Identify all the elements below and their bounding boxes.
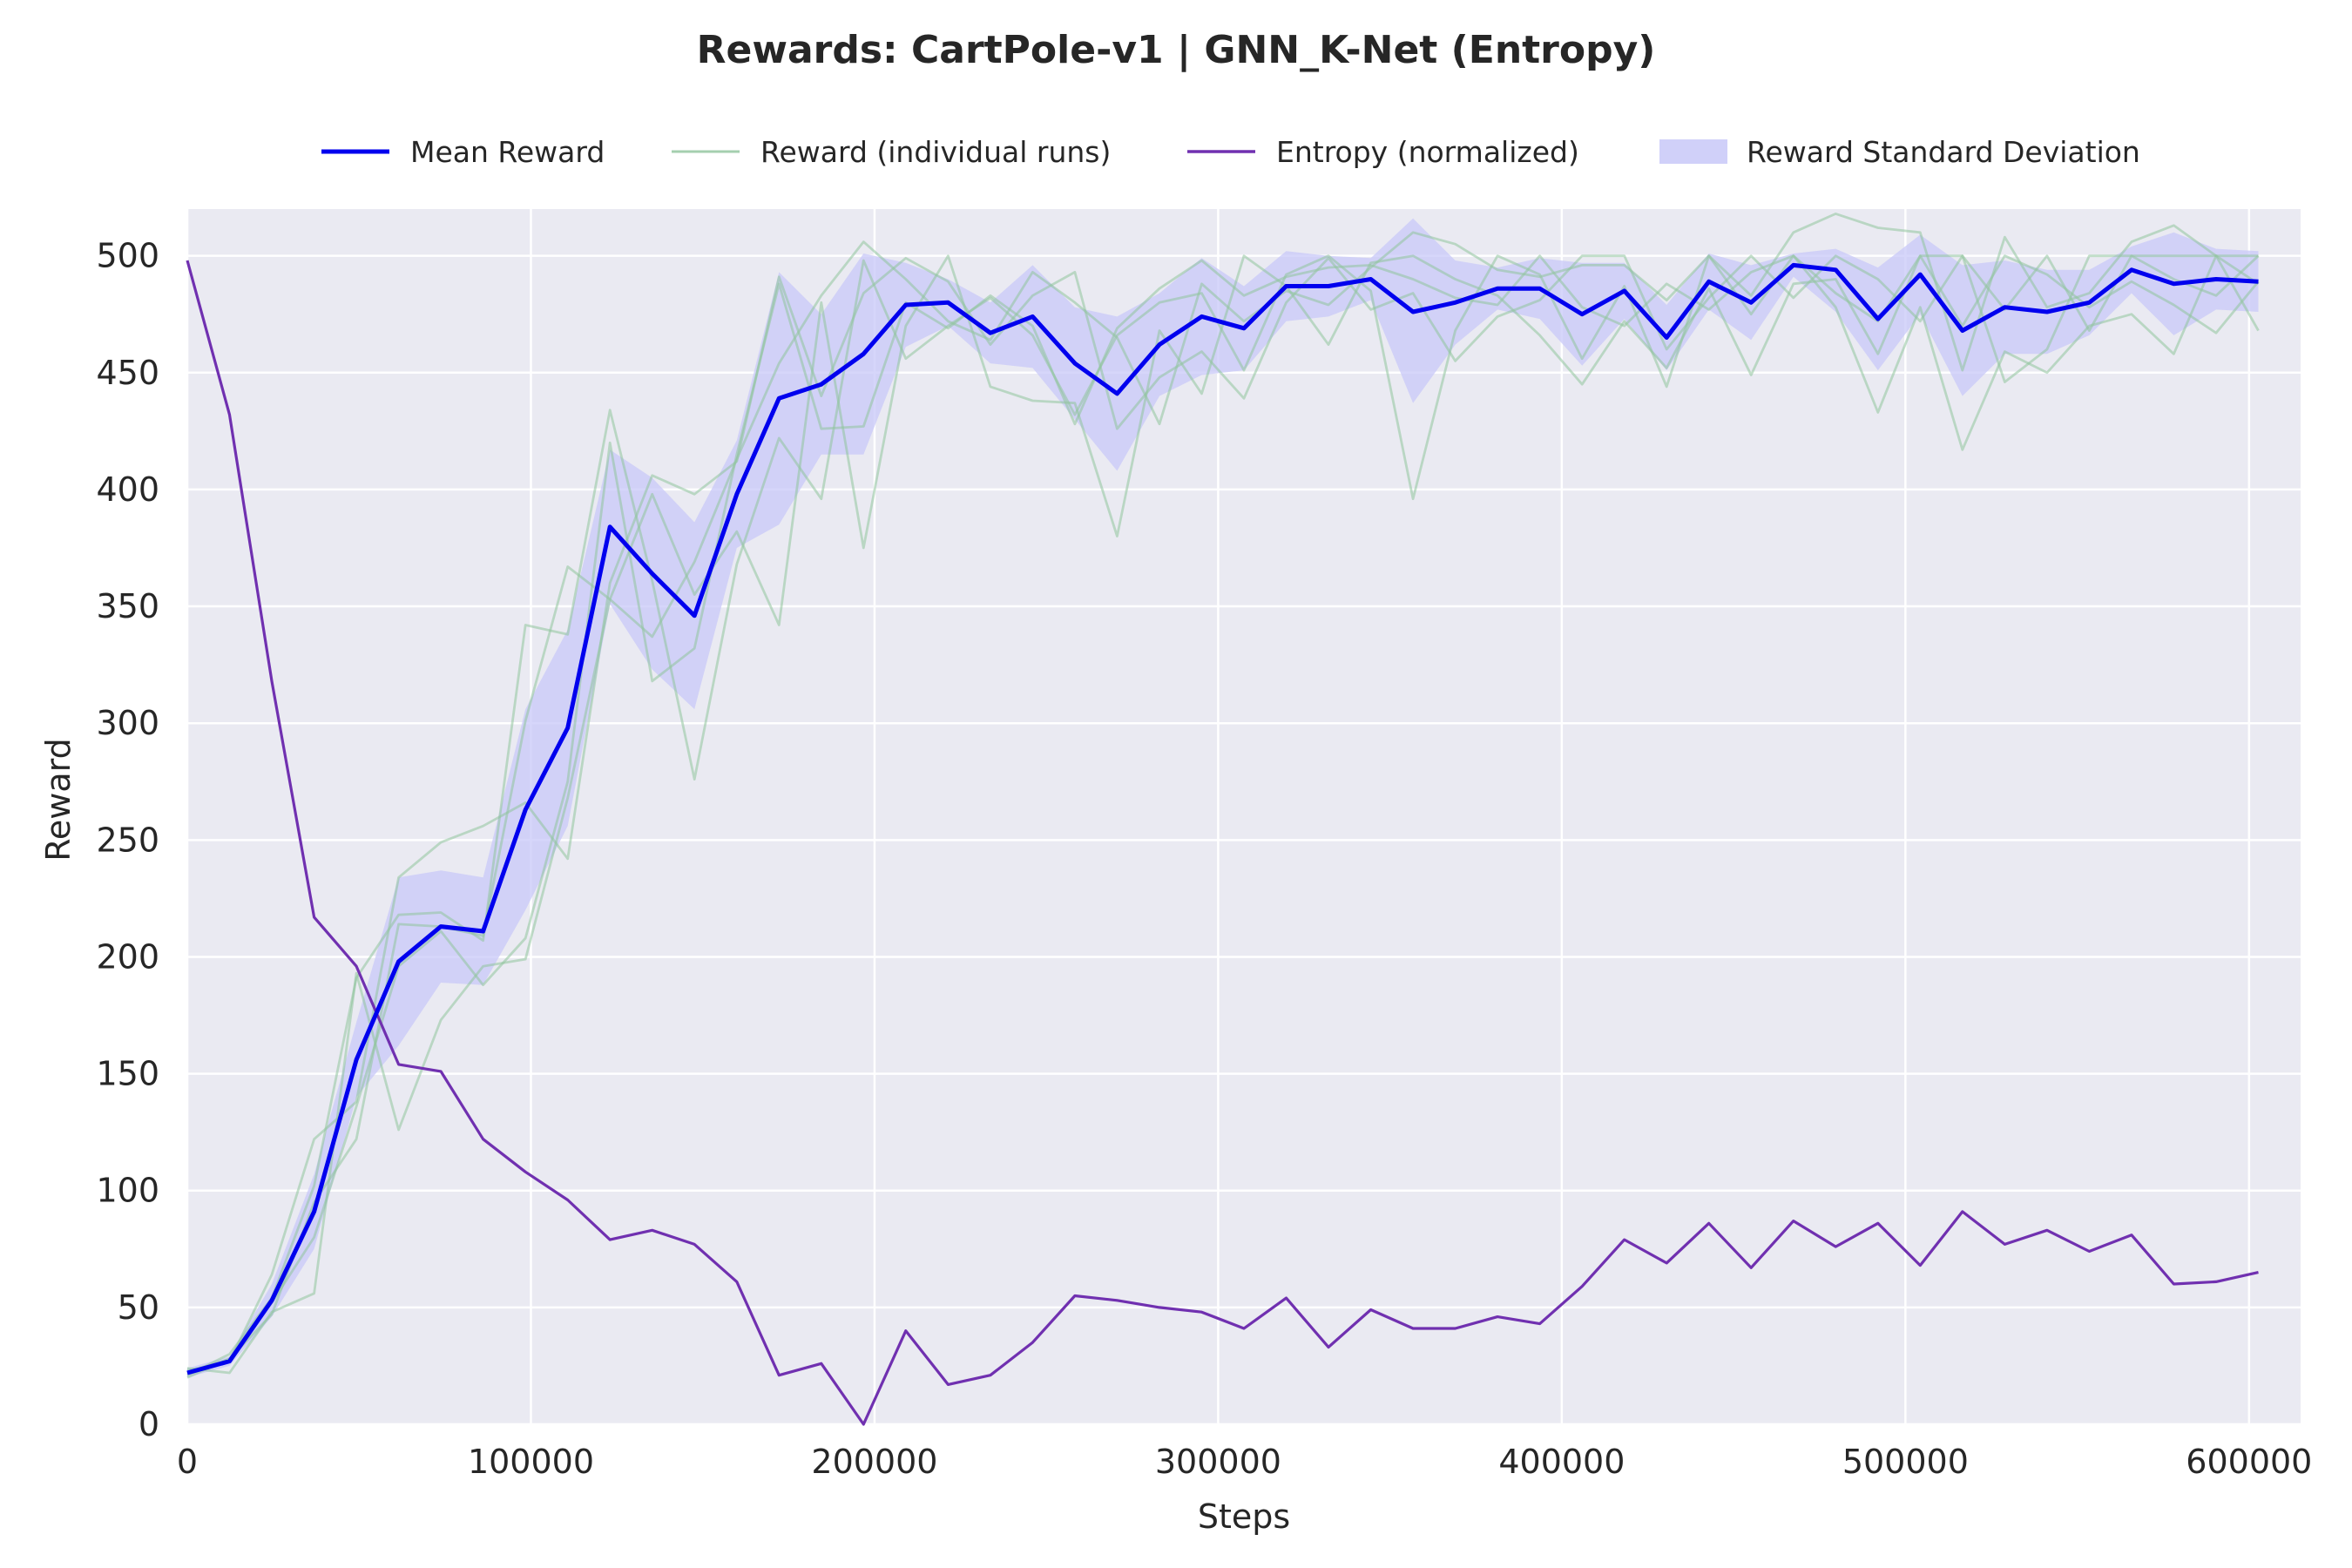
- individual-run-line: [186, 212, 2260, 1375]
- x-tick-label: 500000: [1842, 1443, 1969, 1481]
- std-band-area: [187, 218, 2259, 1378]
- legend-label-individual-runs: Reward (individual runs): [760, 135, 1111, 169]
- y-tick-label: 450: [96, 354, 159, 392]
- individual-run-line: [186, 254, 2260, 1372]
- y-tick-label: 400: [96, 470, 159, 509]
- individual-runs-layer: [186, 212, 2260, 1379]
- legend: Mean Reward Reward (individual runs) Ent…: [321, 135, 2140, 169]
- x-tick-label: 300000: [1155, 1443, 1281, 1481]
- x-axis-ticks: 0 100000 200000 300000 400000 500000 600000: [177, 1443, 2312, 1481]
- y-tick-label: 250: [96, 821, 159, 859]
- x-tick-label: 200000: [811, 1443, 937, 1481]
- y-tick-label: 300: [96, 704, 159, 742]
- legend-label-mean-reward: Mean Reward: [410, 135, 605, 169]
- y-tick-label: 350: [96, 587, 159, 625]
- x-axis-label: Steps: [1198, 1497, 1290, 1536]
- entropy-line: [186, 260, 2259, 1426]
- y-tick-label: 50: [118, 1288, 159, 1327]
- y-tick-label: 100: [96, 1172, 159, 1210]
- legend-swatch-std-band: [1659, 139, 1727, 164]
- x-tick-label: 100000: [468, 1443, 594, 1481]
- y-tick-label: 200: [96, 937, 159, 976]
- x-tick-label: 0: [177, 1443, 198, 1481]
- individual-run-line: [186, 254, 2260, 1379]
- chart-title: Rewards: CartPole-v1 | GNN_K-Net (Entrop…: [697, 28, 1656, 72]
- y-tick-label: 500: [96, 237, 159, 275]
- x-tick-label: 600000: [2186, 1443, 2312, 1481]
- x-tick-label: 400000: [1498, 1443, 1625, 1481]
- legend-label-entropy: Entropy (normalized): [1276, 135, 1579, 169]
- y-axis-ticks: 0 50 100 150 200 250 300 350 400 450 500: [96, 237, 159, 1443]
- mean-reward-line: [186, 262, 2259, 1375]
- y-axis-label: Reward: [39, 738, 78, 862]
- individual-run-line: [186, 254, 2260, 1376]
- individual-run-line: [186, 254, 2259, 1375]
- y-tick-label: 0: [139, 1405, 159, 1443]
- std-band-layer: [187, 218, 2259, 1378]
- series-layer: [186, 260, 2259, 1426]
- legend-label-std-band: Reward Standard Deviation: [1747, 135, 2140, 169]
- y-tick-label: 150: [96, 1055, 159, 1093]
